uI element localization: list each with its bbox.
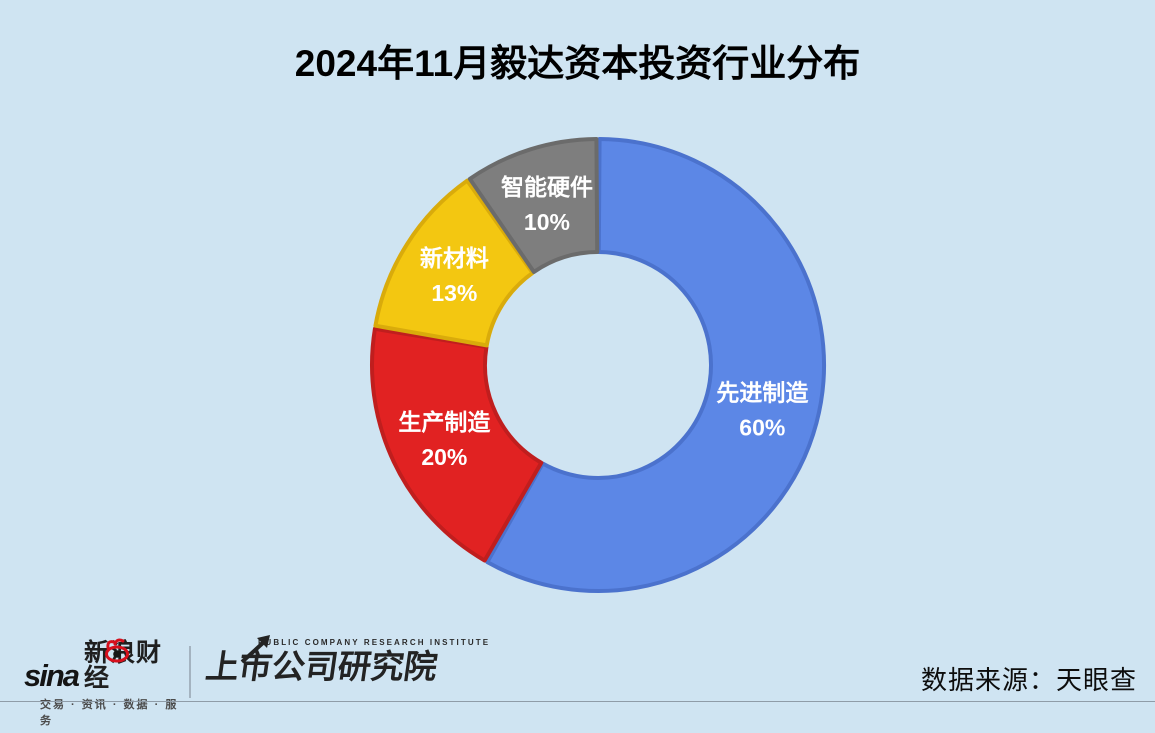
segment-value-2: 13%: [431, 280, 477, 306]
segment-label-1: 生产制造: [398, 409, 491, 435]
logo-divider: [189, 646, 191, 698]
sina-eye-icon: [105, 638, 129, 663]
segment-value-1: 20%: [421, 444, 467, 470]
sina-tagline: 交易 · 资讯 · 数据 · 服务: [40, 699, 179, 727]
segment-label-0: 先进制造: [716, 380, 809, 406]
segment-value-0: 60%: [739, 415, 785, 441]
data-source-label: 数据来源：天眼查: [920, 665, 1137, 695]
donut-segment-1: [370, 326, 544, 563]
footer-rule: [0, 701, 1155, 702]
chart-title: 2024年11月毅达资本投资行业分布: [294, 43, 861, 84]
institute-name-en: PUBLIC COMPANY RESEARCH INSTITUTE: [258, 638, 491, 647]
segment-value-3: 10%: [524, 209, 570, 235]
rising-arrow-icon: [240, 635, 270, 664]
sina-brand-cn-text: 新浪财经: [84, 639, 163, 692]
segment-label-2: 新材料: [420, 245, 489, 271]
institute-name-cn: 上市公司研究院: [203, 648, 440, 685]
research-institute-logo: PUBLIC COMPANY RESEARCH INSTITUTE 上市公司研究…: [203, 635, 491, 700]
sina-brand-text: sina: [24, 658, 80, 693]
sina-finance-logo: sina 新浪财经 交易 · 资讯 · 数据 · 服务: [24, 638, 184, 727]
segment-label-3: 智能硬件: [501, 174, 593, 200]
donut-segment-0: [485, 137, 826, 593]
donut-segment-2: [373, 178, 535, 348]
donut-segment-3: [467, 137, 600, 274]
